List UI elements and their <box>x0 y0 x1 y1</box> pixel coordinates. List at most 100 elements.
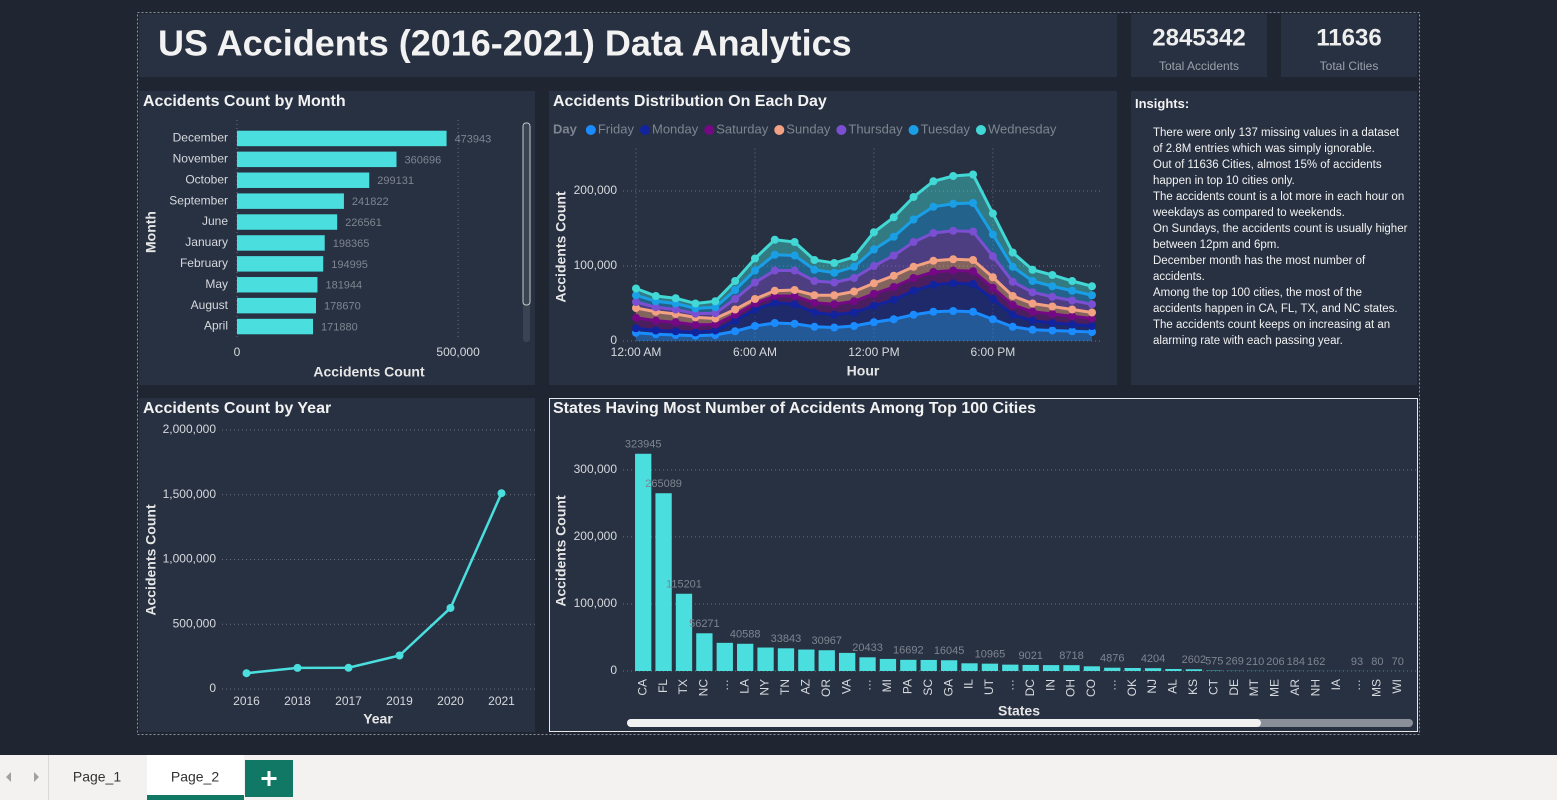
point <box>889 232 898 241</box>
insight: Among the top 100 cities, the most of th… <box>1153 287 1398 315</box>
point <box>949 172 958 180</box>
insight: The accidents count is a lot more in eac… <box>1153 191 1405 219</box>
card-value: 11636 <box>1316 24 1381 51</box>
point <box>889 283 898 291</box>
x-tick-label: 6:00 PM <box>971 345 1016 359</box>
data-label: 194995 <box>331 259 368 271</box>
point <box>770 298 779 307</box>
point <box>850 253 859 261</box>
bar <box>1104 667 1121 671</box>
point <box>909 286 918 295</box>
scrollbar-thumb[interactable] <box>522 122 531 306</box>
point <box>790 251 799 260</box>
point <box>1088 328 1096 336</box>
point <box>969 199 978 207</box>
x-tick-label: 500,000 <box>436 345 480 359</box>
tab[interactable]: Page_1 <box>73 769 121 785</box>
point <box>770 250 779 259</box>
point <box>929 229 938 237</box>
y-axis-title: Month <box>143 211 159 253</box>
y-tick-label: 0 <box>209 681 216 695</box>
point <box>1088 322 1096 330</box>
point <box>651 316 660 325</box>
active-tab[interactable] <box>147 755 244 800</box>
chart-title: Accidents Count by Year <box>143 400 331 417</box>
x-tick-label: 2021 <box>488 694 515 708</box>
point <box>1068 296 1077 305</box>
data-label: 241822 <box>352 196 389 208</box>
point <box>1068 286 1077 295</box>
card-panel <box>1131 14 1267 77</box>
point <box>691 299 700 308</box>
category-label: November <box>173 152 228 166</box>
data-label: 9021 <box>1018 650 1042 662</box>
point <box>770 286 779 295</box>
nav-next[interactable] <box>34 772 39 782</box>
x-tick-label: DE <box>1227 679 1241 696</box>
point <box>909 262 918 271</box>
bar <box>757 647 774 671</box>
scrollbar-thumb[interactable] <box>627 719 1261 727</box>
point <box>1008 292 1017 300</box>
point <box>691 328 700 337</box>
point <box>731 316 740 325</box>
bar <box>1165 668 1182 671</box>
x-tick-label: LA <box>737 679 751 694</box>
legend-label: Monday <box>652 121 699 136</box>
bar <box>1042 665 1060 671</box>
data-label: 10965 <box>975 649 1006 661</box>
x-tick-label: AR <box>1288 679 1302 696</box>
point <box>889 251 898 260</box>
nav-prev[interactable] <box>6 772 11 782</box>
point <box>790 286 799 294</box>
y-tick-label: 0 <box>610 333 617 347</box>
point <box>810 265 819 274</box>
point <box>731 295 740 303</box>
insights-panel <box>1131 91 1417 385</box>
legend-label: Thursday <box>848 121 903 136</box>
point <box>750 266 759 275</box>
legend-marker <box>585 125 596 135</box>
scrollbar-track[interactable] <box>523 122 530 342</box>
point <box>1048 282 1057 291</box>
data-label: 162 <box>1307 656 1325 668</box>
x-tick-label: … <box>717 679 731 691</box>
x-tick-label: CT <box>1206 678 1220 695</box>
point <box>1028 299 1037 308</box>
point <box>671 318 680 327</box>
x-tick-label: 12:00 AM <box>611 345 662 359</box>
point <box>671 294 680 303</box>
point <box>850 322 859 330</box>
point <box>889 271 898 280</box>
point <box>632 298 640 306</box>
data-label: 171880 <box>321 321 358 333</box>
point <box>949 266 958 275</box>
point <box>810 256 819 264</box>
point <box>790 319 799 328</box>
point <box>1008 277 1017 286</box>
x-tick-label: UT <box>982 678 996 695</box>
tab[interactable]: Page_2 <box>171 769 219 785</box>
data-label: 206 <box>1266 656 1284 668</box>
y-tick-label: 200,000 <box>574 529 618 543</box>
point <box>810 277 819 285</box>
x-tick-label: FL <box>656 679 670 693</box>
point <box>750 278 759 287</box>
bar <box>737 643 754 671</box>
point <box>1048 302 1057 311</box>
point <box>810 291 819 300</box>
bar <box>1063 665 1080 671</box>
point <box>988 315 997 324</box>
legend-label: Saturday <box>716 121 769 136</box>
bar <box>237 318 314 335</box>
x-tick-label: KS <box>1186 679 1200 695</box>
category-label: January <box>185 235 228 249</box>
active-tab-indicator <box>147 795 244 800</box>
point <box>1088 291 1096 300</box>
point <box>988 209 997 218</box>
x-tick-label: 12:00 PM <box>848 345 899 359</box>
point <box>909 238 918 246</box>
y-axis-title: Accidents Count <box>143 504 159 616</box>
data-label: 178670 <box>324 301 361 313</box>
